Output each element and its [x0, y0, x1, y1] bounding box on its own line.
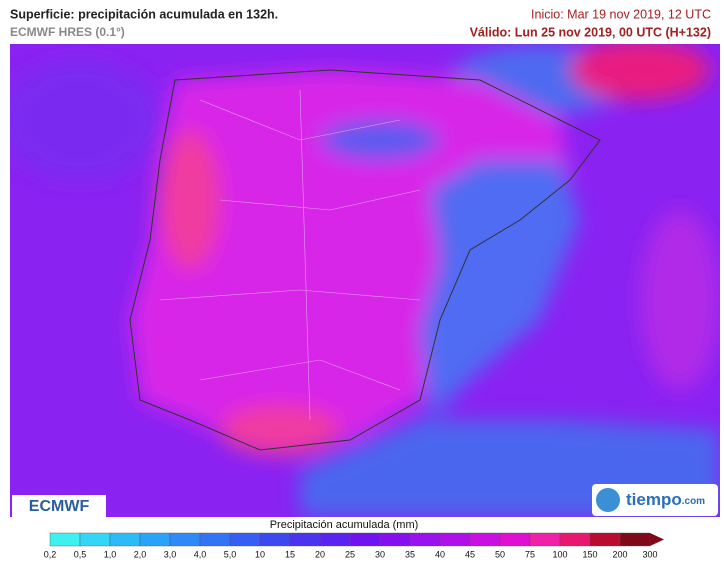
colorbar-segment	[79, 532, 111, 547]
colorbar-label: 100	[552, 549, 567, 559]
colorbar-label: 45	[465, 549, 475, 559]
colorbar-label: 0,5	[74, 549, 87, 559]
colorbar-label: 200	[612, 549, 627, 559]
legend-title: Precipitación acumulada (mm)	[270, 519, 419, 531]
colorbar-label: 40	[435, 549, 445, 559]
colorbar-segment	[559, 532, 591, 547]
colorbar-segment	[349, 532, 381, 547]
colorbar-segment	[319, 532, 351, 547]
ecmwf-logo-box	[12, 495, 106, 517]
colorbar-segment	[109, 532, 141, 547]
colorbar-segment	[409, 532, 441, 547]
colorbar: 0,2 0,5 1,0 2,0 3,0 4,0 5,0 10 15 20 25 30 35 40 45 50 7…	[44, 532, 664, 559]
title: Superficie: precipitación acumulada en 1…	[10, 7, 278, 21]
valid-time: Válido: Lun 25 nov 2019, 00 UTC (H+132)	[470, 25, 711, 39]
colorbar-label: 1,0	[104, 549, 117, 559]
tiempo-icon	[596, 488, 620, 512]
colorbar-label: 4,0	[194, 549, 207, 559]
colorbar-label: 5,0	[224, 549, 237, 559]
init-time: Inicio: Mar 19 nov 2019, 12 UTC	[531, 7, 711, 21]
colorbar-segment	[619, 532, 651, 547]
colorbar-label: 150	[582, 549, 597, 559]
colorbar-label: 25	[345, 549, 355, 559]
colorbar-label: 15	[285, 549, 295, 559]
colorbar-label: 10	[255, 549, 265, 559]
colorbar-label: 2,0	[134, 549, 147, 559]
colorbar-segment	[229, 532, 261, 547]
colorbar-segment	[289, 532, 321, 547]
colorbar-segment	[499, 532, 531, 547]
colorbar-segment	[169, 532, 201, 547]
tiempo-logo-box	[592, 484, 718, 516]
colorbar-label: 3,0	[164, 549, 177, 559]
colorbar-segment	[49, 532, 81, 547]
tiempo-suffix: .com	[682, 496, 705, 507]
colorbar-label: 75	[525, 549, 535, 559]
colorbar-segment	[199, 532, 231, 547]
map	[10, 44, 720, 517]
colorbar-label: 35	[405, 549, 415, 559]
tiempo-name: tiempo	[626, 490, 682, 509]
model: ECMWF HRES (0.1°)	[10, 25, 125, 39]
colorbar-segment	[439, 532, 471, 547]
colorbar-segment	[379, 532, 411, 547]
colorbar-segment	[589, 532, 621, 547]
colorbar-label: 50	[495, 549, 505, 559]
colorbar-segment	[469, 532, 501, 547]
colorbar-label: 30	[375, 549, 385, 559]
colorbar-label: 0,2	[44, 549, 57, 559]
ecmwf-logo: ECMWF	[29, 498, 90, 515]
colorbar-label: 20	[315, 549, 325, 559]
colorbar-label: 300	[642, 549, 657, 559]
tiempo-logo: tiempo.com	[626, 490, 705, 509]
colorbar-segment	[529, 532, 561, 547]
colorbar-segment	[139, 532, 171, 547]
colorbar-segment	[259, 532, 291, 547]
colorbar-arrow	[650, 533, 664, 546]
